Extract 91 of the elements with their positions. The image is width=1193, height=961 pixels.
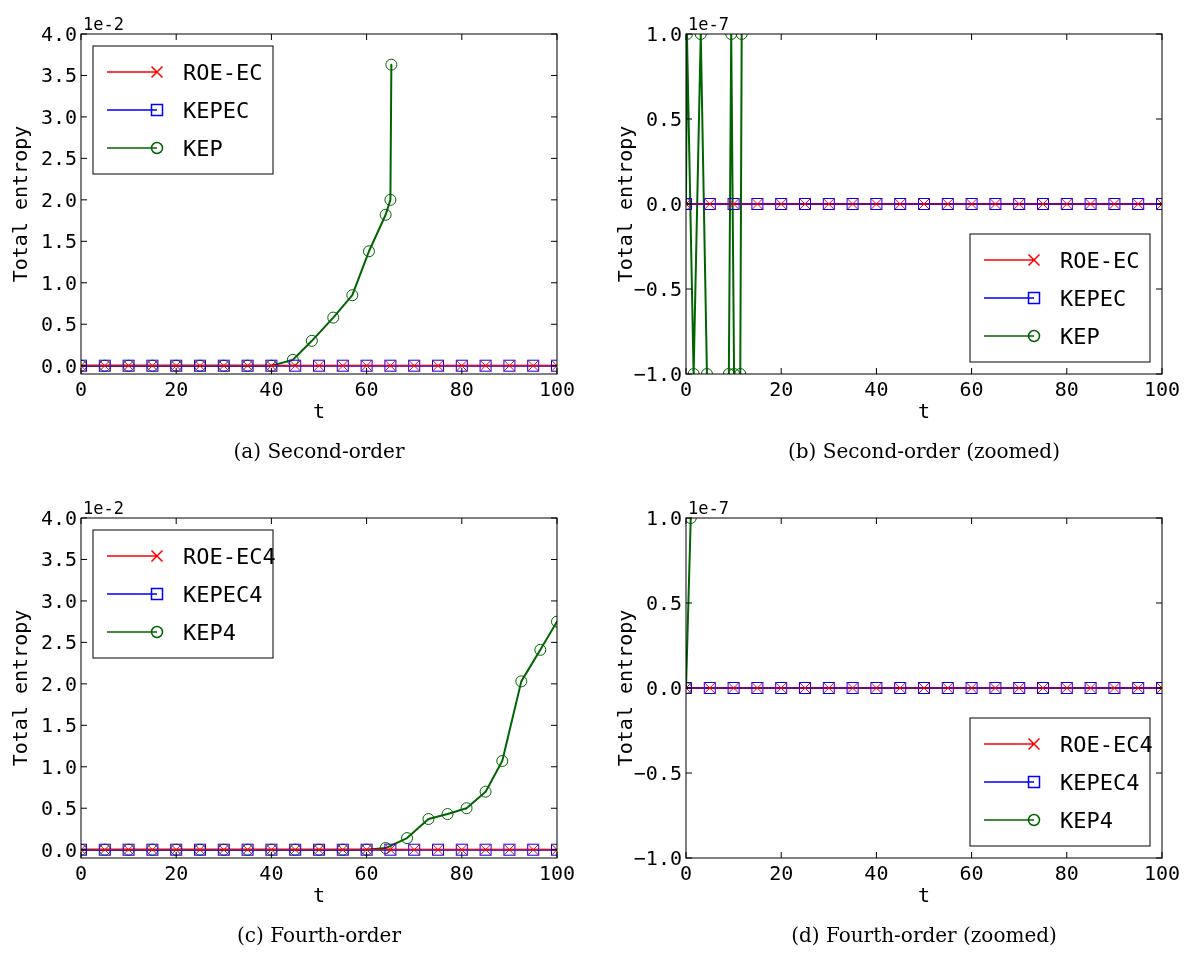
point [422, 813, 435, 826]
point [534, 643, 547, 656]
y-tick-label: 1.5 [40, 229, 77, 254]
x-axis-title: t [917, 399, 931, 423]
y-tick-label: −1.0 [633, 362, 682, 386]
x-tick-label: 100 [538, 861, 576, 885]
y-tick-label: 0.0 [645, 676, 682, 700]
point [362, 245, 375, 258]
x-tick-label: 40 [259, 377, 284, 401]
y-tick-label: 2.0 [40, 187, 77, 212]
y-tick-label: 0.0 [40, 353, 77, 378]
point [305, 334, 318, 347]
x-axis-title: t [312, 399, 326, 423]
x-axis-title: t [312, 883, 326, 907]
y-tick-label: 2.5 [40, 146, 77, 171]
x-tick-label: 80 [449, 377, 474, 401]
y-tick-label: 0.0 [40, 837, 77, 862]
point [441, 808, 454, 821]
text: (d) Fourth-order (zoomed) [791, 923, 1057, 947]
y-axis-title: Total entropy [8, 609, 32, 767]
y-tick-label: 0.5 [40, 796, 77, 821]
x-tick-label: 80 [1054, 377, 1079, 401]
x-axis-title: t [917, 883, 931, 907]
point [385, 58, 398, 71]
y-tick-label: 1.0 [40, 754, 77, 779]
legend-label: ROE-EC [183, 59, 263, 85]
legend-label: KEP [1060, 323, 1100, 349]
legend-label: KEPEC [1060, 285, 1127, 311]
y-tick-label: 3.5 [40, 63, 77, 88]
y-tick-label: 1.5 [40, 713, 77, 738]
x-tick-label: 80 [449, 861, 474, 885]
x-tick-label: 40 [864, 377, 889, 401]
x-tick-label: 60 [354, 861, 379, 885]
y-tick-label: 0.0 [645, 192, 682, 216]
point [327, 311, 340, 324]
x-tick-label: 60 [354, 377, 379, 401]
legend-label: KEP [183, 135, 223, 161]
legend-label: KEPEC [183, 97, 250, 123]
y-tick-label: 3.5 [40, 547, 77, 572]
point [346, 289, 359, 302]
point [479, 785, 492, 798]
x-tick-label: 100 [538, 377, 576, 401]
x-tick-label: 100 [1143, 861, 1181, 885]
text: (b) Second-order (zoomed) [788, 439, 1060, 463]
y-tick-label: 0.5 [645, 591, 682, 615]
y-axis-title: Total entropy [8, 125, 32, 283]
x-tick-label: 20 [769, 861, 794, 885]
y-tick-label: 3.0 [40, 104, 77, 129]
y-tick-label: 1.0 [645, 506, 682, 530]
y-tick-label: 3.0 [40, 588, 77, 613]
point [286, 353, 299, 366]
x-tick-label: 40 [864, 861, 889, 885]
x-tick-label: 20 [164, 377, 189, 401]
legend-label: KEP4 [1060, 807, 1113, 833]
point [401, 832, 414, 845]
legend-label: ROE-EC [1060, 247, 1140, 273]
legend-label: ROE-EC4 [1060, 731, 1153, 757]
x-tick-label: 60 [959, 861, 984, 885]
x-tick-label: 80 [1054, 861, 1079, 885]
x-tick-label: 20 [769, 377, 794, 401]
legend-label: KEPEC4 [1060, 769, 1140, 795]
point [496, 754, 509, 767]
point [379, 208, 392, 221]
y-tick-label: 1.0 [645, 22, 682, 46]
legend-label: ROE-EC4 [183, 543, 276, 569]
y-tick-label: 4.0 [40, 22, 77, 46]
x-tick-label: 0 [74, 377, 88, 401]
text: (c) Fourth-order [237, 923, 402, 947]
y-tick-label: −1.0 [633, 846, 682, 870]
text: (a) Second-order [233, 439, 405, 463]
legend-label: KEPEC4 [183, 581, 263, 607]
point [379, 842, 392, 855]
y-tick-label: 2.5 [40, 630, 77, 655]
y-tick-label: 2.0 [40, 671, 77, 696]
legend-label: KEP4 [183, 619, 236, 645]
y-tick-label: 0.5 [645, 107, 682, 131]
annotation: 1e-2 [83, 498, 124, 518]
x-tick-label: 0 [74, 861, 88, 885]
x-tick-label: 20 [164, 861, 189, 885]
x-tick-label: 60 [959, 377, 984, 401]
annotation: 1e-2 [83, 14, 124, 34]
point [460, 802, 473, 815]
y-tick-label: 1.0 [40, 270, 77, 295]
annotation: 1e-7 [688, 14, 729, 34]
y-tick-label: 0.5 [40, 312, 77, 337]
point [515, 675, 528, 688]
y-tick-label: 4.0 [40, 506, 77, 530]
x-tick-label: 100 [1143, 377, 1181, 401]
annotation: 1e-7 [688, 498, 729, 518]
point [384, 193, 397, 206]
x-tick-label: 40 [259, 861, 284, 885]
